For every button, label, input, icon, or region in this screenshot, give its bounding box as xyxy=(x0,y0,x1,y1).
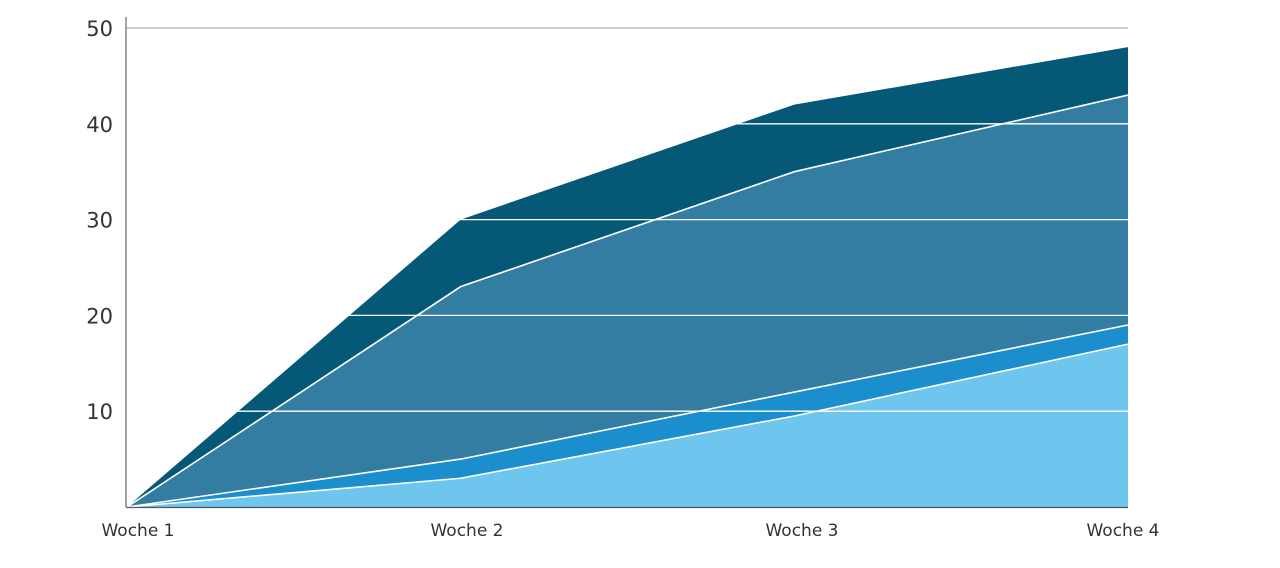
x-tick-label: Woche 1 xyxy=(101,521,174,541)
x-tick-label: Woche 3 xyxy=(765,521,838,541)
series-3-edge xyxy=(126,324,1129,508)
series-areas xyxy=(126,47,1129,508)
y-tick-label: 10 xyxy=(86,400,113,424)
gridlines xyxy=(127,27,1128,412)
y-tick-label: 50 xyxy=(86,17,113,41)
x-axis-ticks: Woche 1 Woche 2 Woche 3 Woche 4 xyxy=(101,521,1159,541)
y-tick-label: 30 xyxy=(86,209,113,233)
axes xyxy=(125,17,1128,509)
y-axis-ticks: 10 20 30 40 50 xyxy=(86,17,113,424)
y-tick-label: 20 xyxy=(86,304,113,328)
series-4-edge xyxy=(126,343,1129,508)
x-tick-label: Woche 4 xyxy=(1086,521,1159,541)
x-tick-label: Woche 2 xyxy=(430,521,503,541)
series-2-edge xyxy=(126,94,1129,508)
series-4-area xyxy=(127,344,1128,507)
y-tick-label: 40 xyxy=(86,113,113,137)
